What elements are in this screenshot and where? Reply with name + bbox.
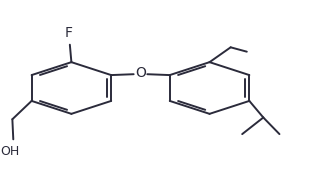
Text: F: F [64, 26, 72, 40]
Text: OH: OH [1, 144, 20, 158]
Text: O: O [135, 66, 146, 80]
